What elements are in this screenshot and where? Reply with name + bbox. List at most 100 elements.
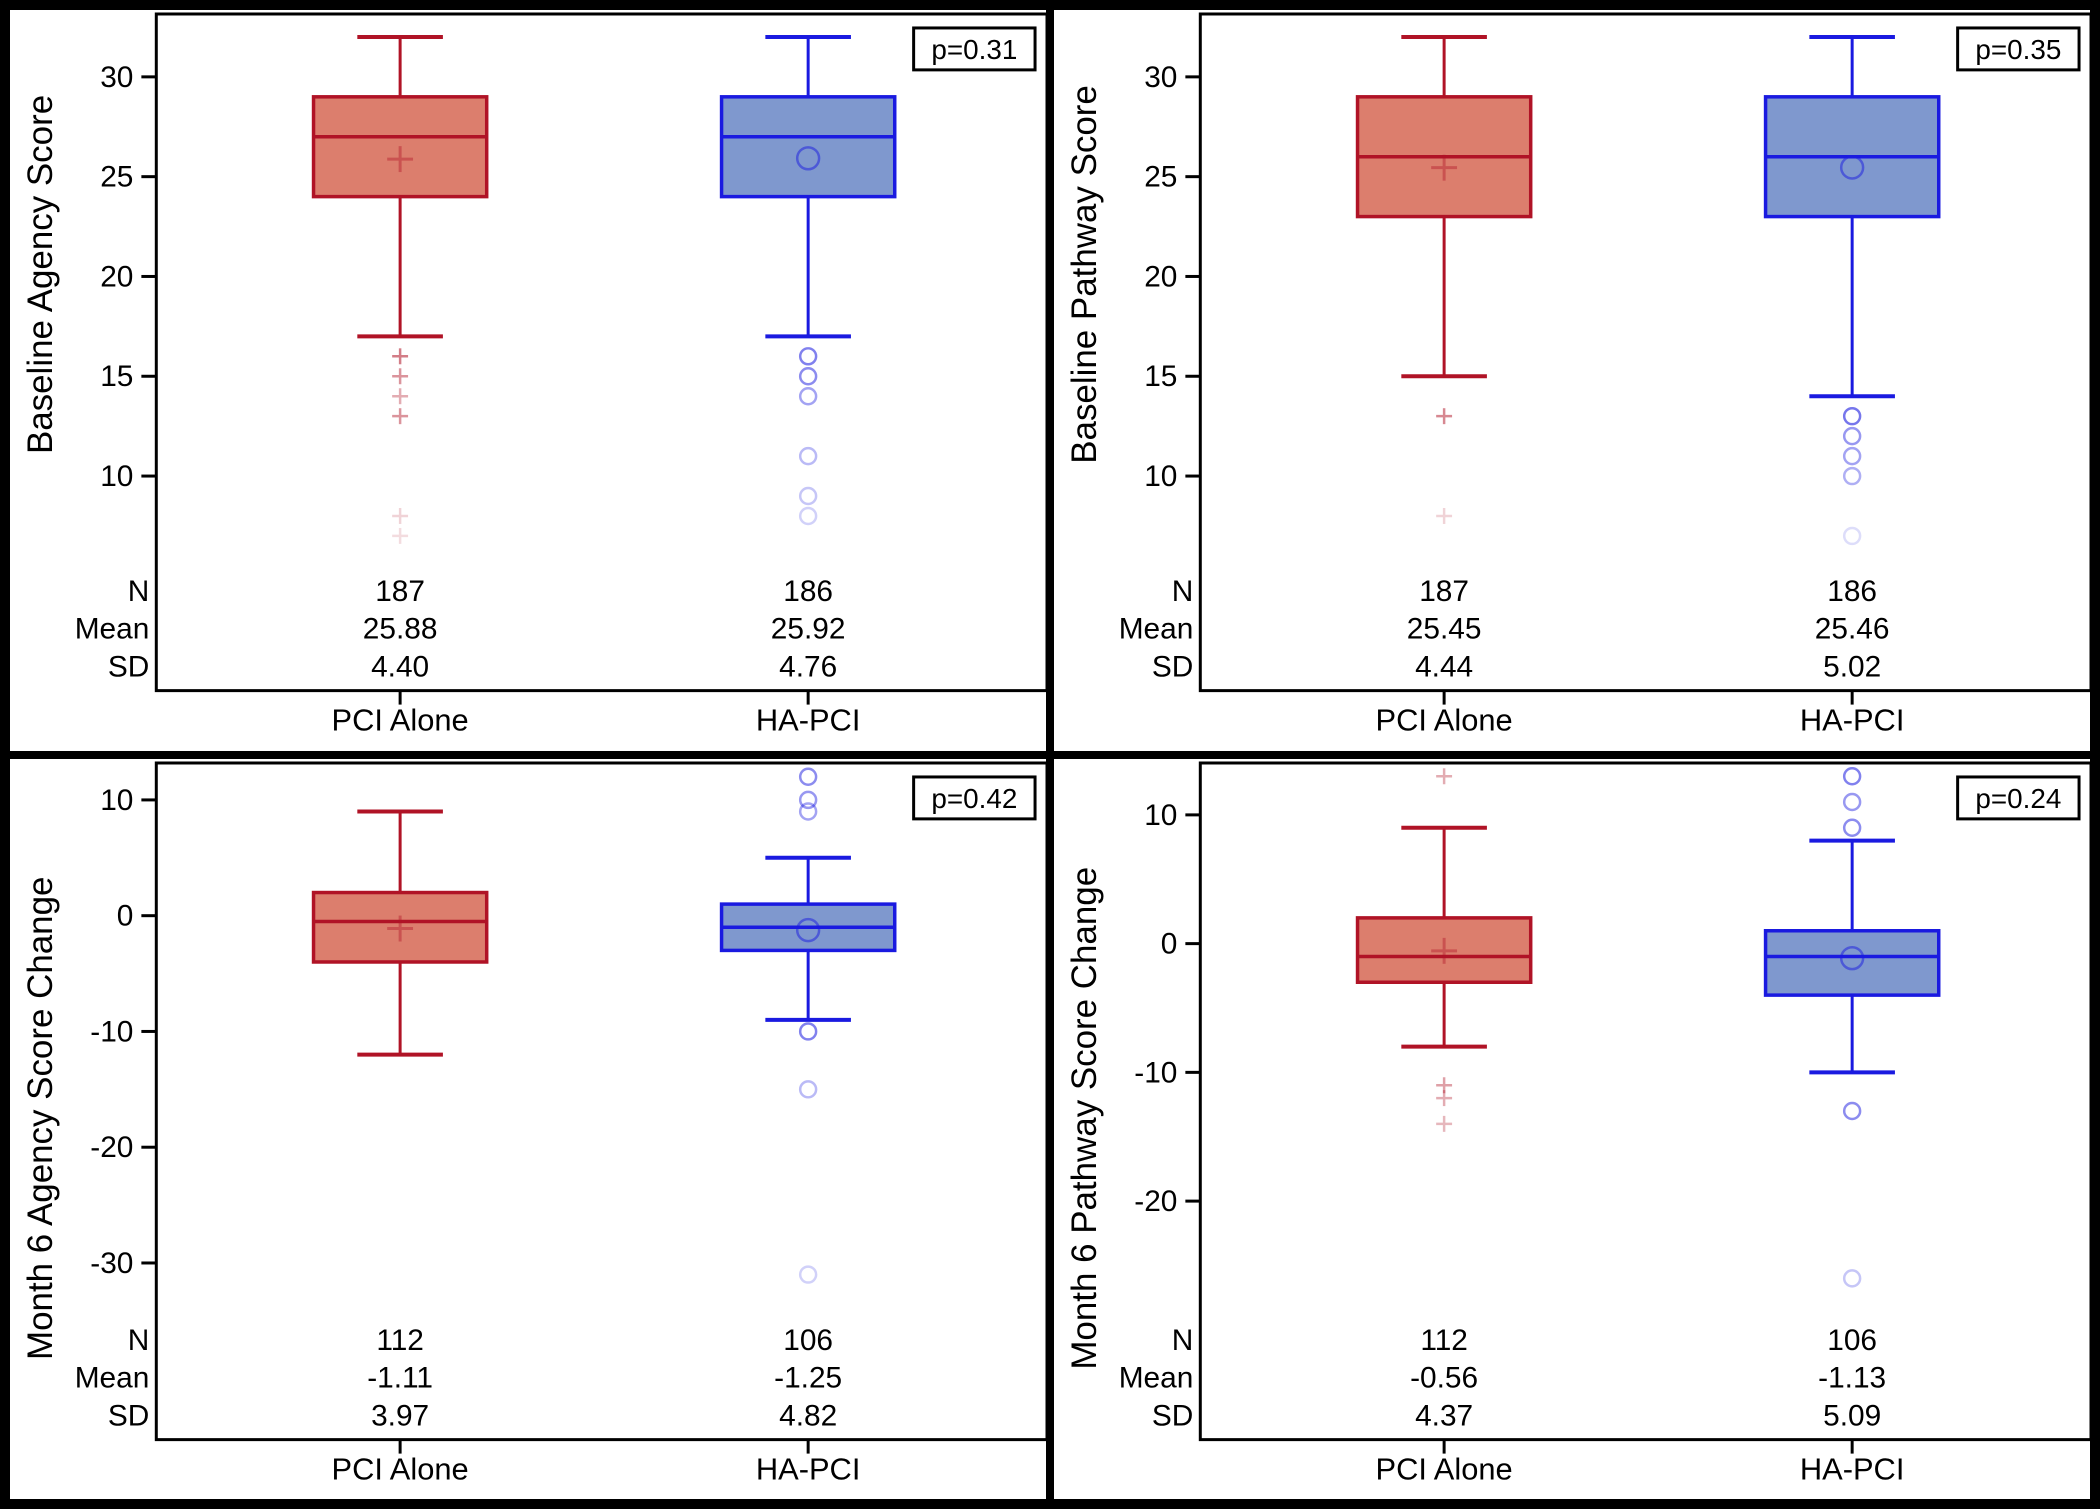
y-tick-label: 10 bbox=[100, 783, 133, 816]
outlier-marker bbox=[1842, 818, 1862, 837]
stat-row-label: Mean bbox=[1119, 1361, 1194, 1394]
box-group-pci-alone: 112 -1.11 3.97 PCI Alone bbox=[311, 808, 489, 1486]
stat-row-label: SD bbox=[1152, 651, 1193, 684]
y-axis-label: Baseline Agency Score bbox=[21, 95, 60, 454]
outlier-marker bbox=[1842, 526, 1862, 546]
stat-row-label: SD bbox=[108, 1399, 149, 1432]
outlier-marker bbox=[392, 348, 409, 365]
box-group-pci-alone: 187 25.88 4.40 PCI Alone bbox=[311, 34, 489, 738]
plot-frame bbox=[1198, 12, 2090, 693]
outlier-marker bbox=[798, 767, 818, 786]
iqr-box bbox=[1763, 928, 1941, 997]
stat-value-sd: 4.37 bbox=[1415, 1399, 1473, 1432]
outlier-marker bbox=[392, 388, 409, 405]
y-tick-label: 30 bbox=[1144, 61, 1177, 94]
iqr-box bbox=[1355, 915, 1533, 984]
stat-value-n: 112 bbox=[1420, 1323, 1468, 1356]
mean-marker bbox=[387, 146, 414, 173]
mean-marker bbox=[1431, 937, 1458, 964]
stat-row-label: Mean bbox=[1119, 613, 1194, 646]
mean-marker bbox=[1839, 155, 1865, 180]
x-category-label: HA-PCI bbox=[1800, 703, 1904, 738]
y-tick-label: 10 bbox=[1144, 460, 1177, 493]
outlier-marker bbox=[392, 408, 409, 425]
outlier-marker bbox=[392, 527, 409, 544]
outlier-marker bbox=[798, 486, 818, 506]
stat-row-label: N bbox=[128, 575, 150, 608]
stat-value-mean: 25.45 bbox=[1407, 613, 1482, 646]
y-tick-label: 30 bbox=[100, 61, 133, 94]
y-tick-label: 25 bbox=[1144, 161, 1177, 194]
y-tick-label: 20 bbox=[1144, 260, 1177, 293]
y-tick-label: -20 bbox=[90, 1131, 133, 1164]
mean-marker bbox=[795, 917, 821, 942]
stat-row-label: Mean bbox=[75, 1361, 150, 1394]
y-axis-label: Month 6 Agency Score Change bbox=[21, 876, 60, 1359]
outlier-marker bbox=[1842, 446, 1862, 466]
panel-month6-pathway-score-change: 10 0 -10 -20 Month 6 Pathway Score Change p=0… bbox=[1050, 754, 2094, 1503]
x-category-label: PCI Alone bbox=[332, 703, 469, 738]
stat-row-label: SD bbox=[1152, 1399, 1193, 1432]
outlier-marker bbox=[392, 368, 409, 385]
panel-baseline-agency-score: 30 25 20 15 10 Baseline Agency Score p=0.31 N Me… bbox=[6, 6, 1050, 755]
outlier-marker bbox=[1436, 1089, 1453, 1106]
mean-marker bbox=[1431, 154, 1458, 181]
y-tick-label: -10 bbox=[90, 1015, 133, 1048]
outlier-marker bbox=[1436, 1115, 1453, 1132]
stat-value-mean: -0.56 bbox=[1410, 1361, 1478, 1394]
boxplot-svg: 30 25 20 15 10 Baseline Agency Score p=0.31 N Me… bbox=[21, 12, 1046, 738]
stat-value-mean: -1.13 bbox=[1818, 1361, 1886, 1394]
outlier-marker bbox=[1436, 767, 1453, 784]
stat-value-n: 186 bbox=[1827, 575, 1877, 608]
x-category-label: HA-PCI bbox=[756, 703, 860, 738]
stat-row-label: SD bbox=[108, 651, 149, 684]
outlier-marker bbox=[798, 801, 818, 821]
outlier-marker bbox=[1842, 1268, 1862, 1288]
outlier-marker bbox=[798, 1264, 818, 1284]
outlier-marker bbox=[1842, 766, 1862, 785]
p-value-label: p=0.35 bbox=[1975, 34, 2061, 65]
mean-marker bbox=[1839, 945, 1865, 970]
x-category-label: PCI Alone bbox=[332, 1451, 469, 1486]
y-tick-label: -30 bbox=[90, 1246, 133, 1279]
boxplot-svg: 10 0 -10 -20 Month 6 Pathway Score Change p=0… bbox=[1065, 760, 2090, 1486]
stat-value-n: 187 bbox=[1419, 575, 1469, 608]
outlier-marker bbox=[1842, 1101, 1862, 1120]
plot-frame bbox=[154, 12, 1046, 693]
p-value-label: p=0.42 bbox=[931, 782, 1017, 813]
outlier-marker bbox=[798, 367, 818, 386]
boxplot-svg: 10 0 -10 -20 -30 Month 6 Agency Score Change p… bbox=[21, 760, 1046, 1486]
box-group-ha-pci: 186 25.46 5.02 HA-PCI bbox=[1763, 34, 1941, 738]
outlier-marker bbox=[798, 506, 818, 526]
outlier-marker bbox=[1842, 792, 1862, 811]
outlier-marker bbox=[798, 1021, 818, 1041]
outlier-marker bbox=[1842, 426, 1862, 446]
p-value-box bbox=[1956, 774, 2081, 820]
stat-value-mean: 25.92 bbox=[771, 613, 846, 646]
p-value-label: p=0.24 bbox=[1975, 782, 2061, 813]
outlier-marker bbox=[798, 790, 818, 809]
y-tick-label: -20 bbox=[1134, 1185, 1177, 1218]
box-group-ha-pci: 106 -1.13 5.09 HA-PCI bbox=[1763, 766, 1941, 1486]
stat-value-sd: 4.44 bbox=[1415, 651, 1473, 684]
box-group-pci-alone: 112 -0.56 4.37 PCI Alone bbox=[1355, 767, 1533, 1486]
y-tick-label: 0 bbox=[117, 899, 134, 932]
x-category-label: HA-PCI bbox=[756, 1451, 860, 1486]
stat-value-n: 112 bbox=[376, 1323, 424, 1356]
mean-marker bbox=[795, 146, 821, 171]
plot-frame bbox=[1198, 760, 2090, 1441]
stat-value-mean: 25.88 bbox=[363, 613, 438, 646]
stat-row-label: Mean bbox=[75, 613, 150, 646]
y-tick-label: 10 bbox=[1144, 798, 1177, 831]
stat-value-sd: 4.76 bbox=[779, 651, 837, 684]
y-tick-label: 10 bbox=[100, 460, 133, 493]
stat-value-sd: 5.09 bbox=[1823, 1399, 1881, 1432]
p-value-box bbox=[912, 26, 1037, 72]
stat-value-n: 106 bbox=[1827, 1323, 1877, 1356]
mean-marker bbox=[387, 915, 414, 942]
y-tick-label: -10 bbox=[1134, 1056, 1177, 1089]
panel-baseline-pathway-score: 30 25 20 15 10 Baseline Pathway Score p=0.35 N M… bbox=[1050, 6, 2094, 755]
stat-value-mean: -1.25 bbox=[774, 1361, 842, 1394]
panel-month6-agency-score-change: 10 0 -10 -20 -30 Month 6 Agency Score Change p… bbox=[6, 754, 1050, 1503]
